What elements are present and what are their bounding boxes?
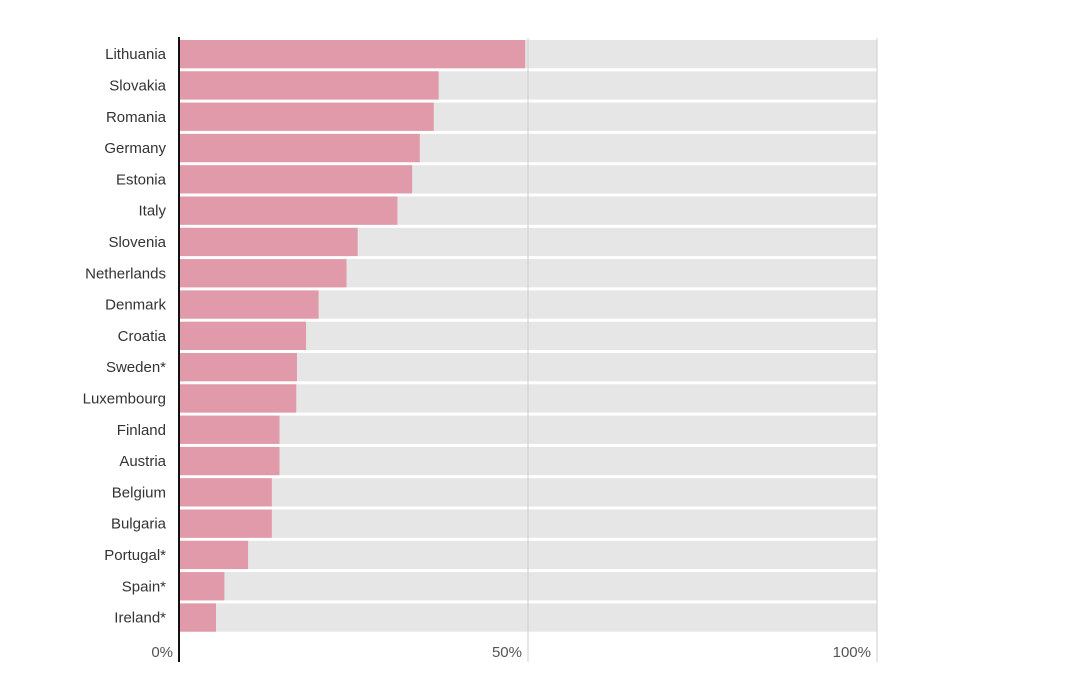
bar [179,415,280,444]
bar-group [179,40,526,632]
bar [179,196,398,225]
bar [179,478,272,507]
bar [179,321,307,350]
bar [179,384,297,413]
gridline-group [527,38,878,662]
tick-label: 0% [151,644,173,661]
category-label: Finland [117,422,166,439]
bar [179,509,272,538]
category-label: Italy [138,203,166,220]
category-label: Slovenia [108,234,166,251]
bar [179,572,225,601]
category-label: Portugal* [104,547,166,564]
category-label: Austria [119,453,166,470]
bar [179,353,297,382]
category-label: Netherlands [85,265,166,282]
bar [179,259,347,288]
category-label: Belgium [112,484,166,501]
category-label: Luxembourg [83,390,166,407]
category-label: Slovakia [109,77,166,94]
category-label: Croatia [118,328,167,345]
category-label: Sweden* [106,359,166,376]
bar [179,603,216,632]
category-label: Romania [106,109,167,126]
tick-label-group: 0% 50% 100% [151,644,871,661]
tick-label: 100% [833,644,871,661]
bar [179,540,249,570]
tick-label: 50% [492,644,522,661]
bar [179,290,319,319]
bar [179,133,420,163]
category-label: Germany [104,140,166,157]
bar [179,446,280,476]
category-label: Lithuania [105,46,167,63]
bar [179,71,439,100]
category-label: Spain* [122,578,166,595]
category-label-group: Lithuania Slovakia Romania Germany Estonia It… [83,46,167,626]
category-label: Bulgaria [111,516,167,533]
bar [179,40,526,69]
category-label: Denmark [105,297,166,314]
bar [179,227,358,257]
category-label: Estonia [116,171,167,188]
bar [179,102,434,131]
bar [179,165,413,194]
category-label: Ireland* [114,610,166,627]
